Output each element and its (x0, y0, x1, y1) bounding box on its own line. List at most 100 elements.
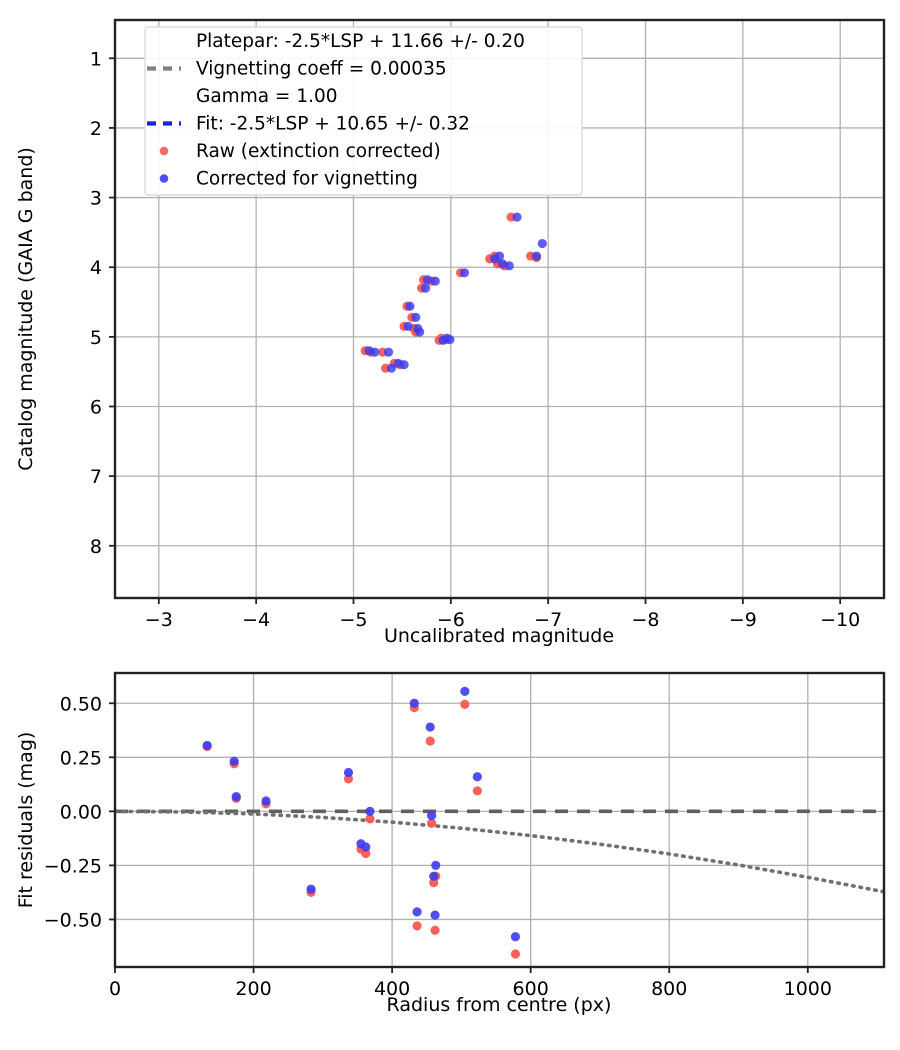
tick-label-x: 0 (109, 978, 121, 1000)
tick-label-x: 800 (651, 978, 687, 1000)
residuals-y-axis-label: Fit residuals (mag) (15, 732, 37, 909)
residual-point-corrected (472, 772, 482, 782)
tick-label-x: −3 (145, 609, 173, 631)
calibration-y-axis-label: Catalog magnitude (GAIA G band) (15, 147, 37, 471)
residual-point-raw (365, 814, 375, 824)
tick-label-y: 0.25 (60, 747, 102, 769)
data-point-corrected (459, 268, 470, 278)
legend-items: Platepar: -2.5*LSP + 11.66 +/- 0.20 Vigne… (147, 31, 525, 190)
tick-label-x: −7 (534, 609, 562, 631)
residual-point-raw (430, 925, 440, 935)
tick-label-x: 600 (513, 978, 549, 1000)
data-point-corrected (430, 276, 440, 286)
legend-label: Platepar: -2.5*LSP + 11.66 +/- 0.20 (196, 31, 525, 52)
residual-point-corrected (231, 792, 241, 802)
tick-label-x: −5 (339, 609, 367, 631)
data-point-corrected (415, 327, 425, 337)
residuals-plot: 0 200 400 600 800 1000−0.50−0.250.000.250.50 … (15, 671, 886, 1016)
residual-point-corrected (365, 806, 375, 816)
data-point-corrected (399, 360, 409, 370)
data-point-corrected (403, 321, 413, 332)
residuals-ticks (109, 702, 809, 973)
tick-label-y: 5 (90, 327, 102, 349)
data-point-corrected (422, 275, 433, 285)
residuals-plot-area (115, 673, 884, 967)
tick-label-y: 3 (90, 188, 102, 210)
residuals-x-axis-label: Radius from centre (px) (387, 994, 612, 1016)
residual-point-raw (412, 921, 422, 931)
data-point-corrected (445, 335, 455, 345)
residual-point-corrected (229, 756, 239, 766)
calibration-x-axis-label: Uncalibrated magnitude (384, 625, 614, 647)
tick-label-x: −9 (729, 609, 757, 631)
legend-label: Fit: -2.5*LSP + 10.65 +/- 0.32 (196, 114, 470, 135)
residual-point-corrected (460, 686, 470, 696)
data-point-corrected (512, 212, 522, 222)
residuals-reference-lines (115, 809, 884, 894)
tick-label-x: −4 (242, 609, 270, 631)
tick-label-x: 200 (235, 978, 271, 1000)
residual-point-corrected (343, 767, 354, 778)
residual-point-corrected (425, 722, 435, 732)
data-point-corrected (420, 283, 431, 293)
data-point-corrected (383, 347, 394, 357)
residual-point-corrected (361, 842, 371, 852)
tick-label-y: 1 (90, 48, 102, 70)
legend-label: Gamma = 1.00 (196, 86, 338, 107)
residual-point-raw (472, 786, 482, 796)
residual-point-corrected (261, 796, 271, 806)
data-point-corrected (537, 238, 547, 249)
legend-label: Corrected for vignetting (196, 169, 418, 190)
vignetting-curve (115, 809, 884, 894)
calibration-tick-labels: −3 −4 −5 −6 −7 −8 −9 −10 1 2 3 4 5 6 7 8 (90, 48, 860, 631)
data-point-corrected (411, 312, 421, 322)
calibration-plot-frame (113, 18, 886, 600)
residual-point-raw (425, 736, 435, 746)
residual-point-raw (361, 848, 371, 859)
data-point-corrected (494, 251, 505, 261)
tick-label-x: −6 (437, 609, 465, 631)
residual-point-corrected (202, 740, 212, 751)
residual-point-corrected (427, 811, 437, 821)
legend-label: Raw (extinction corrected) (196, 141, 441, 162)
residual-point-corrected (429, 871, 439, 881)
legend-marker-dot-red (159, 146, 169, 156)
data-point-corrected (370, 347, 380, 357)
tick-label-y: 8 (90, 536, 102, 558)
data-point-corrected (497, 259, 508, 269)
calibration-plot: −3 −4 −5 −6 −7 −8 −9 −10 1 2 3 4 5 6 7 8 Uncalibrated m… (15, 18, 886, 647)
calibration-ticks (109, 57, 842, 604)
legend-box (144, 26, 583, 196)
tick-label-y: 4 (90, 257, 102, 279)
data-point-corrected (386, 363, 397, 373)
tick-label-x: −10 (820, 609, 860, 631)
residual-point-raw (427, 818, 437, 828)
residuals-plot-frame (113, 671, 886, 969)
residual-point-corrected (412, 907, 422, 917)
residual-point-corrected (510, 932, 521, 942)
legend-marker-dot-blue (159, 174, 169, 183)
residual-point-raw (343, 774, 354, 784)
tick-label-y: 6 (90, 396, 102, 418)
tick-label-y: −0.25 (44, 855, 102, 877)
tick-label-y: 0.50 (60, 693, 102, 715)
residual-point-corrected (306, 884, 316, 894)
residual-point-raw (510, 949, 521, 959)
residual-point-corrected (430, 910, 440, 920)
tick-label-x: 1000 (784, 978, 832, 1000)
tick-label-x: −8 (632, 609, 660, 631)
legend-label: Vignetting coeff = 0.00035 (196, 59, 447, 80)
data-point-corrected (405, 301, 415, 311)
residuals-points-corrected (202, 686, 521, 942)
residual-point-corrected (431, 860, 441, 870)
residual-point-corrected (409, 698, 419, 708)
tick-label-x: 400 (374, 978, 410, 1000)
residual-point-raw (460, 699, 470, 709)
residuals-tick-labels: 0 200 400 600 800 1000 −0.50 −0.25 0.00 0.25 0.50 (44, 693, 832, 1000)
tick-label-y: 0.00 (60, 801, 102, 823)
tick-label-y: 2 (90, 118, 102, 140)
tick-label-y: −0.50 (44, 909, 102, 931)
data-point-corrected (531, 251, 542, 261)
